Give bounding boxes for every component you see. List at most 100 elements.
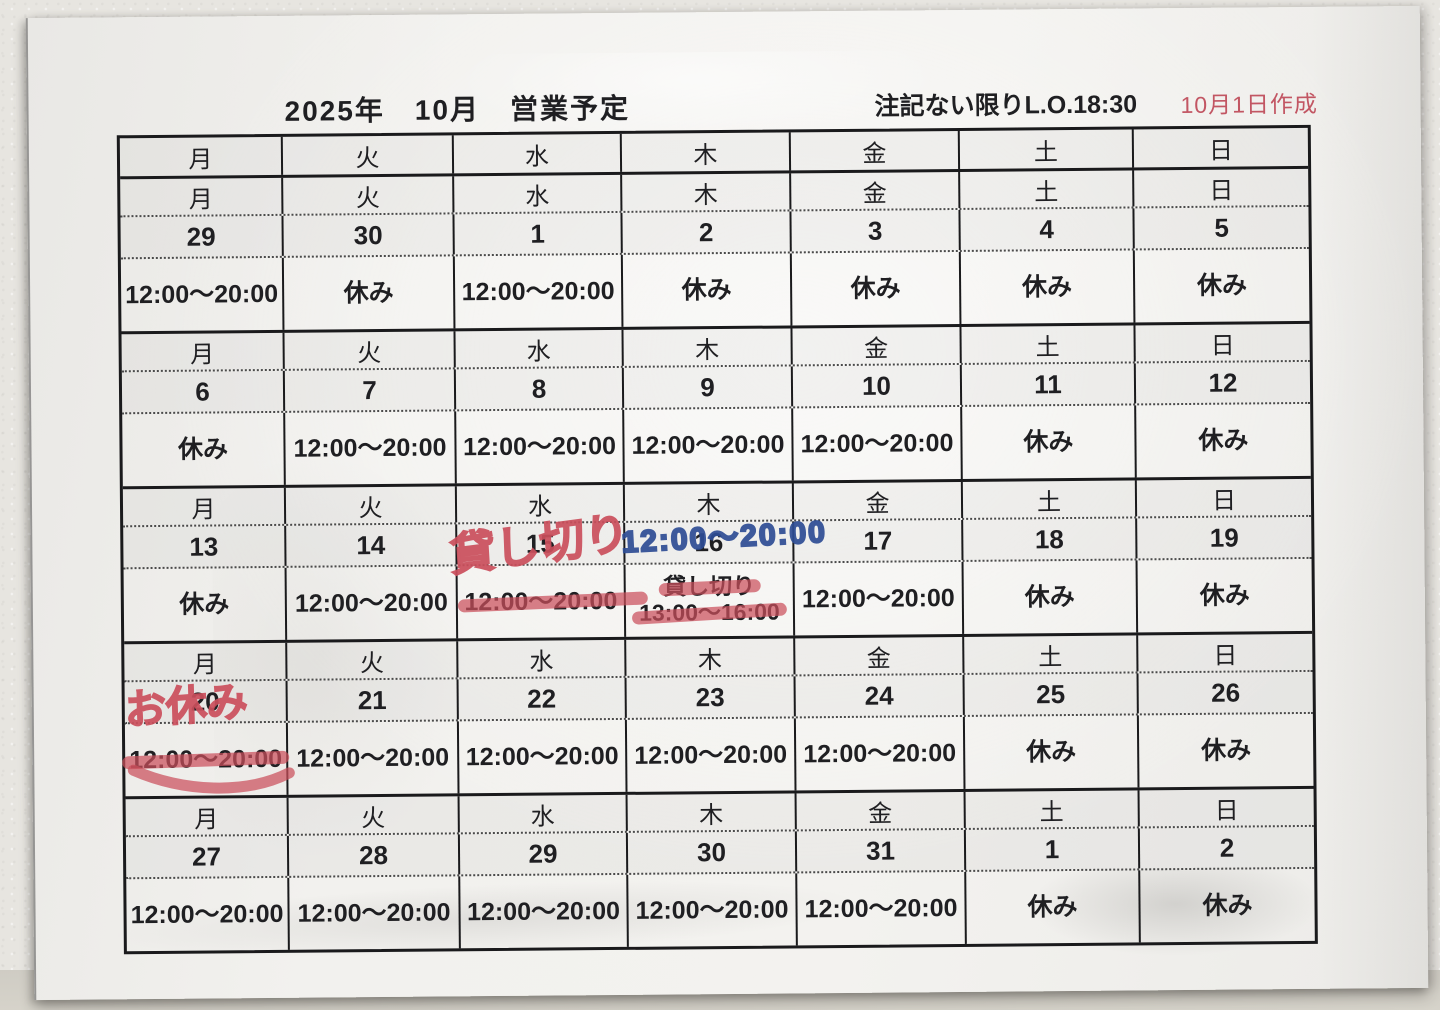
hours-cell: 休み — [963, 560, 1139, 634]
hours-text: 12:00～20:00 — [296, 743, 450, 773]
hours-cell: 休み — [964, 715, 1140, 789]
weekday-label: 火 — [355, 184, 380, 212]
weekday-header-cell: 木 — [621, 132, 792, 172]
weekday-label: 水 — [524, 143, 550, 171]
hours-lines: 休み — [179, 590, 229, 618]
date-label: 24 — [864, 680, 894, 711]
date-cell: 14 — [286, 524, 458, 566]
date-cell: 17 — [794, 519, 964, 562]
weekday-label: 水 — [526, 338, 551, 366]
date-cell: 18 — [963, 518, 1138, 560]
date-cell: 30 — [283, 214, 455, 256]
date-label: 13 — [189, 530, 219, 562]
table-row: 12:00～20:00 12:00～20:00 12:00～20:00 12:00～2… — [126, 866, 1315, 952]
date-cell: 25 — [964, 673, 1139, 715]
weekday-label: 水 — [529, 648, 554, 676]
hours-text: 休み — [1199, 581, 1250, 610]
weekday-cell: 土 — [960, 170, 1135, 208]
table-row: 休み 12:00～20:00 12:00～20:00 12:00～20:00 12:00… — [122, 401, 1311, 487]
date-label: 18 — [1034, 523, 1064, 554]
hours-cell: 12:00～20:00お休み — [122, 677, 295, 797]
hours-cell: 休み — [123, 567, 288, 642]
date-label: 7 — [362, 374, 377, 405]
hours-cell: 12:00～20:00 — [460, 874, 629, 949]
hours-lines: 12:00～20:00 — [802, 584, 955, 613]
date-label: 15 — [525, 528, 555, 559]
hours-lines: 12:00～20:00 — [122, 745, 290, 774]
weekday-label: 土 — [1036, 488, 1062, 516]
date-cell: 27 — [125, 835, 290, 878]
date-label: 8 — [531, 373, 547, 404]
hours-cell: 12:00～20:00 — [797, 871, 967, 946]
date-cell: 31 — [796, 829, 967, 872]
schedule-table: 月火水木金土日月火水木金土日 29 30 1 2 3 4 5 12:00～20:00 休み 12:0… — [116, 124, 1318, 955]
weekday-label: 木 — [697, 646, 722, 674]
hours-lines: 12:00～20:00 — [631, 430, 784, 459]
date-cell: 11 — [961, 363, 1137, 405]
weekday-label: 日 — [1209, 177, 1234, 205]
hours-lines: 休み — [1200, 581, 1250, 609]
weekday-cell: 土 — [964, 635, 1139, 673]
date-cell: 10 — [792, 364, 963, 407]
hours-cell: 12:00～20:00 — [286, 566, 459, 640]
hours-cell: 休み — [1138, 559, 1313, 633]
table-row: 12:00～20:00お休み12:00～20:0012:00～20:0012:0… — [122, 677, 1314, 797]
schedule-paper: 2025年 10月 営業予定 注記ない限りL.O.18:30 10月1日作成 月… — [25, 5, 1429, 1001]
weekday-cell: 日 — [1136, 478, 1312, 517]
weekday-label: 金 — [865, 490, 890, 518]
hours-text: 貸し切り — [658, 573, 761, 601]
weekday-label: 木 — [696, 491, 721, 519]
hours-lines: 休み — [1202, 891, 1252, 919]
hours-text: 休み — [1027, 892, 1078, 922]
hours-text: 12:00～20:00 — [122, 745, 290, 774]
hours-lines: 休み — [682, 276, 732, 304]
hours-lines: 12:00～20:00 — [467, 897, 620, 926]
weekday-header-cell: 日 — [1133, 127, 1309, 168]
hours-text: 13:00～16:00 — [631, 599, 788, 627]
hours-lines: 休み — [1197, 271, 1247, 299]
date-cell: 22 — [458, 677, 627, 720]
hours-text: 休み — [1202, 891, 1253, 920]
weekday-label: 金 — [862, 180, 887, 208]
date-label: 1 — [1044, 833, 1060, 864]
weekday-cell: 日 — [1135, 323, 1310, 362]
hours-lines: 12:00～20:00 — [466, 742, 619, 771]
date-label: 31 — [865, 835, 896, 866]
weekday-cell: 日 — [1139, 788, 1314, 827]
hours-text: 12:00～20:00 — [803, 739, 957, 769]
weekday-cell: 火 — [288, 796, 460, 834]
weekday-cell: 月 — [125, 797, 289, 836]
hours-lines: 休み — [1025, 583, 1075, 611]
hours-cell: 休み — [791, 251, 962, 326]
weekday-header-cell: 金 — [790, 130, 961, 171]
weekday-cell: 火 — [287, 641, 459, 679]
hours-cell: 12:00～20:00 — [628, 873, 798, 947]
hours-cell: 12:00～20:00 — [793, 406, 963, 481]
weekday-cell: 土 — [962, 480, 1138, 518]
hours-text: 休み — [177, 435, 229, 464]
hours-cell: 12:00～20:00 — [287, 721, 460, 795]
paper-edge-shading — [1309, 5, 1429, 989]
weekday-label: 月 — [194, 805, 219, 834]
hours-text: 休み — [1198, 426, 1249, 455]
hours-text: 12:00～20:00 — [634, 740, 788, 770]
hours-text: 休み — [1201, 736, 1252, 765]
hours-text: 12:00～20:00 — [293, 433, 447, 463]
weekday-label: 土 — [1039, 798, 1064, 826]
hours-text: 12:00～20:00 — [635, 895, 789, 925]
hours-cell: 休み — [1140, 869, 1315, 943]
weekday-cell: 木 — [622, 173, 792, 211]
weekday-cell: 水 — [459, 794, 628, 833]
hours-cell: 12:00～20:00 — [454, 254, 624, 329]
date-label: 25 — [1036, 678, 1066, 709]
weekday-cell: 水 — [458, 639, 627, 678]
hours-lines: 12:00～20:00 — [800, 429, 953, 458]
date-cell: 19 — [1137, 516, 1312, 559]
hours-text: 12:00～20:00 — [465, 741, 619, 772]
date-label: 2 — [1219, 832, 1235, 863]
weekday-label: 火 — [358, 494, 383, 522]
weekday-label: 木 — [693, 181, 718, 209]
hours-lines: 12:00～20:00 — [463, 432, 616, 461]
date-cell: 13 — [123, 525, 287, 568]
